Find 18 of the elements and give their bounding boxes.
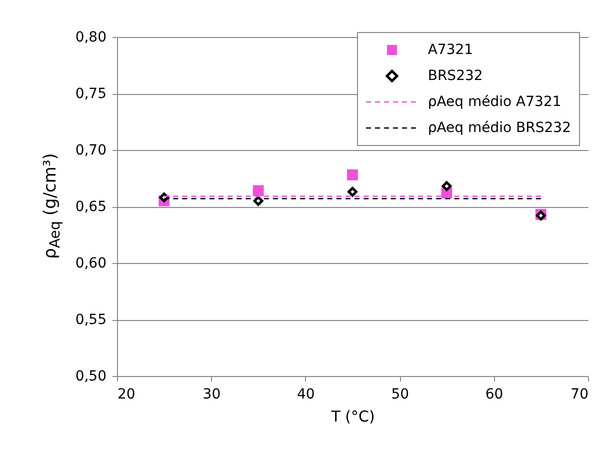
legend-label: ρAeq médio A7321 [428,94,562,110]
x-tick-label: 50 [391,386,410,402]
y-tick-label: 0,60 [75,256,106,272]
y-tick-label: 0,55 [75,312,106,328]
x-axis-title: T (°C) [330,408,375,426]
y-tick-label: 0,65 [75,199,106,215]
legend-label: A7321 [428,42,474,58]
x-tick-label: 70 [570,386,588,402]
legend-label: BRS232 [428,68,483,84]
y-tick-label: 0,80 [75,30,106,46]
y-tick-label: 0,50 [75,368,106,384]
x-tick-label: 30 [202,386,221,402]
y-tick-label: 0,75 [75,86,106,102]
y-tick-label: 0,70 [75,142,106,158]
x-tick-label: 20 [118,386,136,402]
x-tick-label: 60 [485,386,504,402]
x-tick-label: 40 [296,386,315,402]
legend-label: ρAeq médio BRS232 [428,120,571,136]
